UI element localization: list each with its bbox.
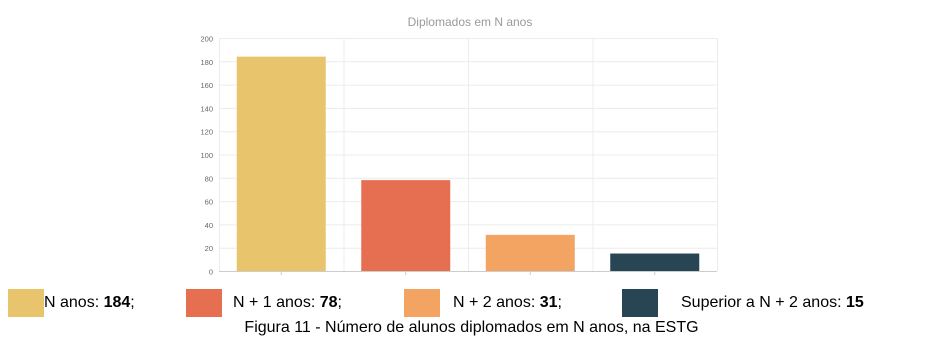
- legend-item-n-anos: N anos: 184;: [44, 294, 135, 311]
- legend-swatch-n-anos: [8, 289, 44, 317]
- y-tick-label: 200: [200, 35, 213, 44]
- y-tick-label: 120: [200, 128, 213, 137]
- y-tick-label: 80: [205, 174, 213, 183]
- bar: [361, 180, 451, 271]
- legend-item-n-plus-2: N + 2 anos: 31;: [453, 294, 562, 311]
- y-tick-label: 180: [200, 58, 213, 67]
- x-axis: N anosN + 1 anosN + 2 anosSuperior a N +…: [219, 271, 717, 275]
- y-tick-label: 140: [200, 104, 213, 113]
- legend-swatch-n-plus-2: [404, 289, 440, 317]
- legend-swatch-n-plus-1: [186, 289, 222, 317]
- y-tick-label: 60: [205, 198, 213, 207]
- bar: [610, 253, 700, 271]
- y-tick-label: 0: [209, 268, 213, 276]
- bars: [236, 56, 700, 271]
- bar: [485, 234, 575, 271]
- legend-item-superior: Superior a N + 2 anos: 15: [681, 294, 864, 311]
- y-tick-label: 40: [205, 221, 213, 230]
- legend-item-n-plus-1: N + 1 anos: 78;: [233, 294, 342, 311]
- legend-swatch-superior: [622, 289, 658, 317]
- chart-title: Diplomados em N anos: [408, 15, 533, 29]
- y-tick-label: 100: [200, 151, 213, 160]
- bar: [236, 56, 326, 271]
- y-axis: 0 20 40 60 80 100 120 140 160 180 200: [200, 35, 213, 276]
- y-tick-label: 20: [205, 244, 213, 253]
- legend: N anos: 184; N + 1 anos: 78; N + 2 anos:…: [0, 289, 943, 319]
- bar-chart: Diplomados em N anos 0 20 40 60 80 100 120 140 1…: [200, 15, 718, 276]
- figure-caption: Figura 11 - Número de alunos diplomados …: [244, 319, 699, 336]
- y-tick-label: 160: [200, 81, 213, 90]
